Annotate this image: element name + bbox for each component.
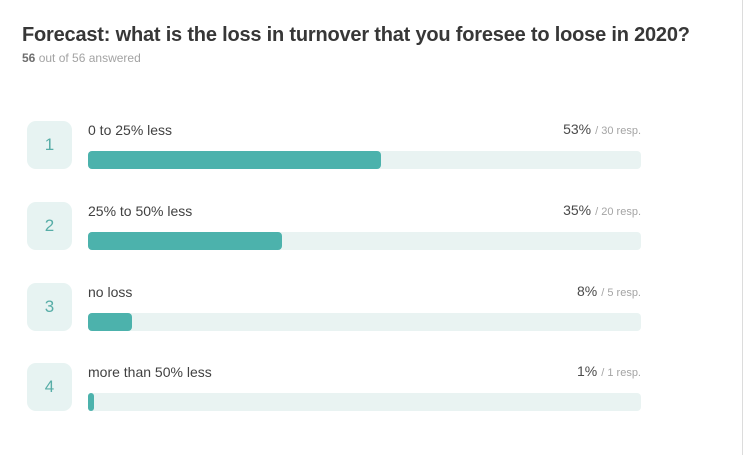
answer-bar-track [88, 232, 641, 250]
answer-bar-fill [88, 393, 94, 411]
answered-summary: 56 out of 56 answered [22, 51, 141, 65]
answer-bar-fill [88, 232, 282, 250]
answer-number-badge: 2 [27, 202, 72, 250]
answer-percent: 53% [563, 121, 592, 137]
answer-stat: 35%/ 20 resp. [563, 202, 641, 220]
answer-label: 0 to 25% less [88, 122, 173, 138]
answer-number-badge: 3 [27, 283, 72, 331]
answered-suffix: out of 56 answered [35, 51, 141, 65]
answer-stat: 1%/ 1 resp. [577, 363, 641, 381]
answer-label: no loss [88, 284, 133, 300]
answer-label: more than 50% less [88, 364, 212, 380]
answer-responses: / 5 resp. [601, 287, 641, 299]
answer-label: 25% to 50% less [88, 203, 193, 219]
answer-number-badge: 4 [27, 363, 72, 411]
answer-row: 4 more than 50% less 1%/ 1 resp. [27, 363, 743, 413]
answer-stat: 53%/ 30 resp. [563, 121, 641, 139]
answer-responses: / 20 resp. [595, 206, 641, 218]
answer-percent: 1% [577, 363, 598, 379]
answer-responses: / 30 resp. [595, 125, 641, 137]
question-title: Forecast: what is the loss in turnover t… [22, 24, 690, 47]
answer-percent: 8% [577, 283, 598, 299]
answered-count: 56 [22, 51, 36, 65]
answer-number-badge: 1 [27, 121, 72, 169]
answer-percent: 35% [563, 202, 592, 218]
answer-bar-track [88, 393, 641, 411]
answer-bar-track [88, 313, 641, 331]
answer-stat: 8%/ 5 resp. [577, 283, 641, 301]
answer-bar-fill [88, 151, 382, 169]
answer-bar-track [88, 151, 641, 169]
answer-responses: / 1 resp. [601, 367, 641, 379]
answer-row: 1 0 to 25% less 53%/ 30 resp. [27, 121, 743, 171]
answer-row: 2 25% to 50% less 35%/ 20 resp. [27, 202, 743, 252]
answer-bar-fill [88, 313, 133, 331]
answer-row: 3 no loss 8%/ 5 resp. [27, 283, 743, 333]
